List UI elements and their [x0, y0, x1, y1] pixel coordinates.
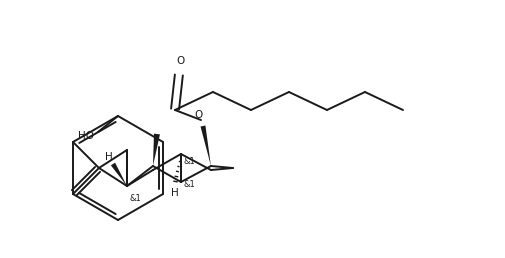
- Text: O: O: [194, 110, 203, 120]
- Polygon shape: [200, 125, 211, 166]
- Text: H: H: [171, 188, 178, 198]
- Text: O: O: [176, 56, 185, 66]
- Text: &1: &1: [184, 180, 195, 189]
- Text: &1: &1: [130, 194, 141, 203]
- Text: HO: HO: [78, 131, 94, 141]
- Text: H: H: [105, 152, 113, 162]
- Polygon shape: [111, 163, 127, 186]
- Text: &1: &1: [184, 157, 195, 166]
- Polygon shape: [153, 134, 160, 166]
